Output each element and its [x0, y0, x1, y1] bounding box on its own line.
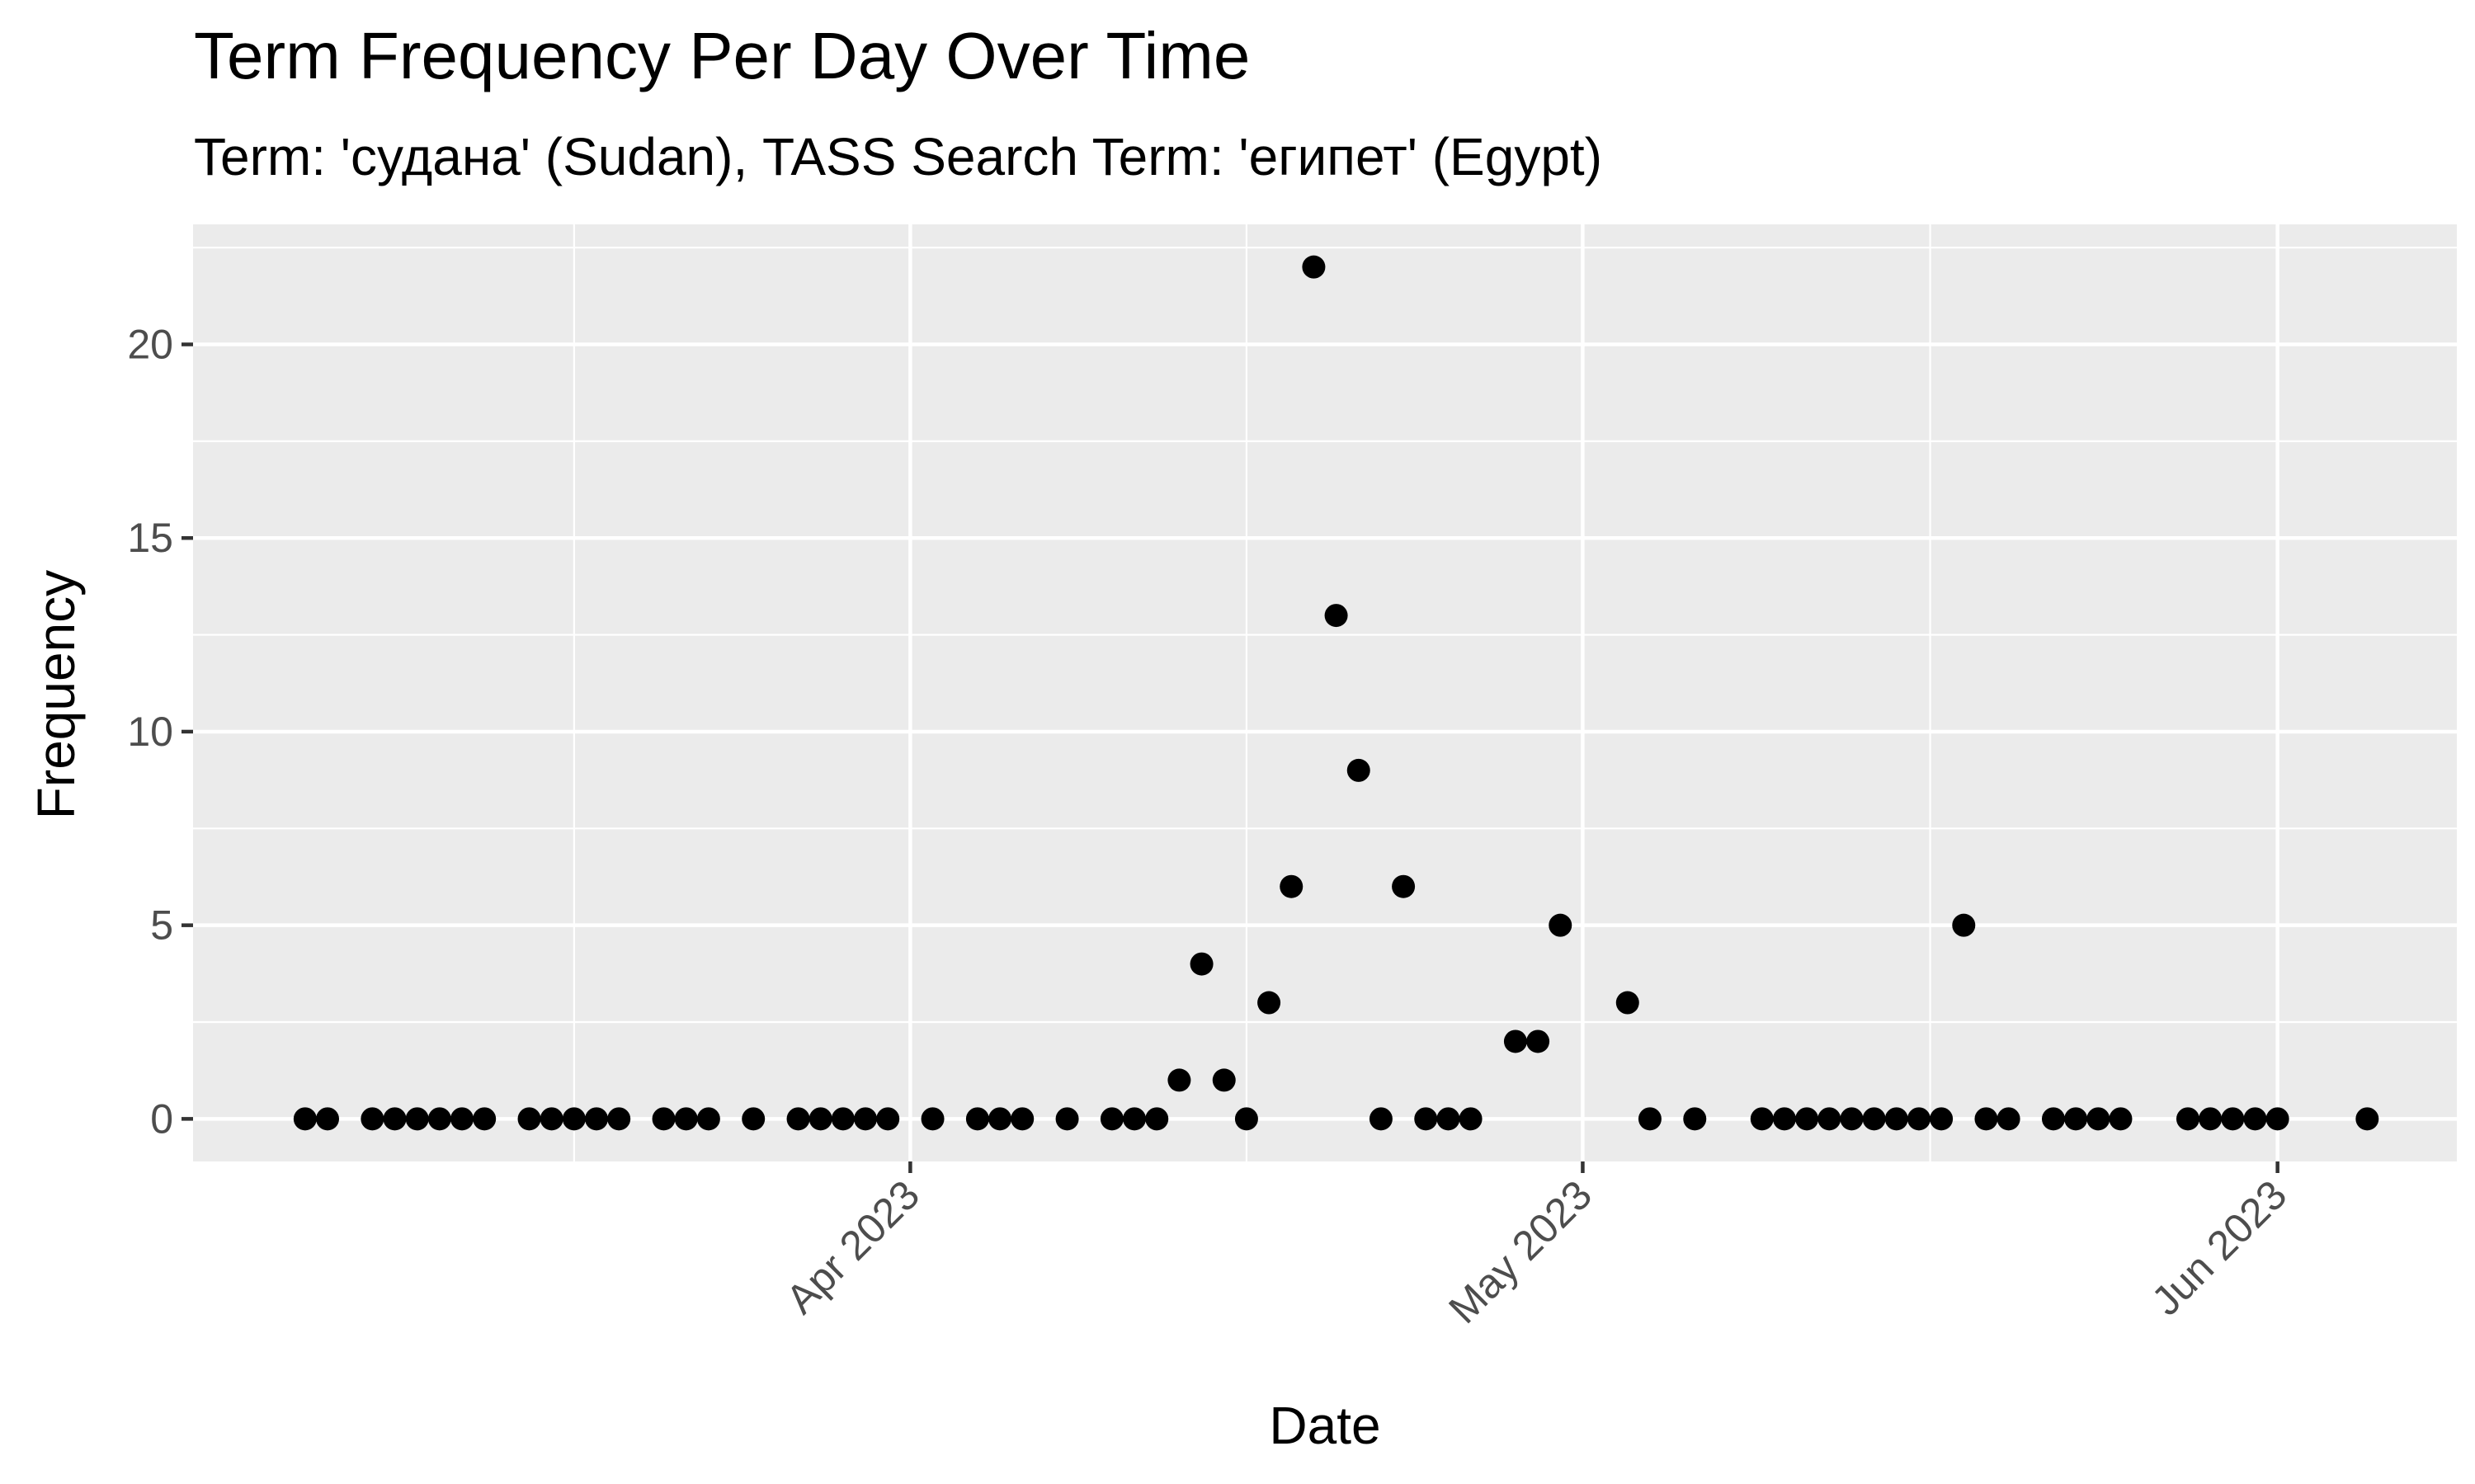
- data-points: [293, 255, 2379, 1131]
- data-point: [808, 1107, 832, 1131]
- data-point: [1862, 1107, 1886, 1131]
- data-point: [607, 1107, 631, 1131]
- y-tick-label: 0: [150, 1095, 173, 1142]
- y-tick-label: 20: [127, 322, 173, 368]
- data-point: [1549, 913, 1572, 937]
- data-point: [1212, 1068, 1236, 1092]
- data-point: [1167, 1068, 1191, 1092]
- data-point: [473, 1107, 497, 1131]
- data-point: [1369, 1107, 1393, 1131]
- data-point: [674, 1107, 698, 1131]
- data-point: [293, 1107, 317, 1131]
- data-point: [1907, 1107, 1930, 1131]
- data-point: [2086, 1107, 2110, 1131]
- data-point: [1414, 1107, 1438, 1131]
- data-point: [540, 1107, 563, 1131]
- x-tick-label: May 2023: [1440, 1171, 1600, 1332]
- data-point: [1436, 1107, 1460, 1131]
- data-point: [2265, 1107, 2289, 1131]
- chart-subtitle: Term: 'судана' (Sudan), TASS Search Term…: [194, 127, 1602, 186]
- data-point: [652, 1107, 676, 1131]
- data-point: [854, 1107, 878, 1131]
- data-point: [1952, 913, 1976, 937]
- y-tick-label: 5: [150, 902, 173, 949]
- data-point: [1392, 874, 1416, 898]
- data-point: [1324, 604, 1348, 628]
- data-point: [965, 1107, 989, 1131]
- data-point: [1055, 1107, 1079, 1131]
- y-tick-label: 15: [127, 515, 173, 561]
- chart-title: Term Frequency Per Day Over Time: [194, 19, 1251, 92]
- data-point: [876, 1107, 900, 1131]
- data-point: [1615, 991, 1639, 1015]
- data-point: [988, 1107, 1012, 1131]
- data-point: [1190, 952, 1214, 976]
- data-point: [1996, 1107, 2020, 1131]
- data-point: [1346, 758, 1370, 782]
- data-point: [383, 1107, 407, 1131]
- data-point: [1302, 255, 1326, 279]
- data-point: [361, 1107, 384, 1131]
- data-point: [1257, 991, 1281, 1015]
- data-point: [1234, 1107, 1258, 1131]
- data-point: [1772, 1107, 1796, 1131]
- data-point: [696, 1107, 720, 1131]
- data-point: [1683, 1107, 1707, 1131]
- data-point: [2355, 1107, 2379, 1131]
- data-point: [1123, 1107, 1147, 1131]
- data-point: [1280, 874, 1304, 898]
- data-point: [2221, 1107, 2245, 1131]
- data-point: [1100, 1107, 1124, 1131]
- data-point: [1145, 1107, 1169, 1131]
- data-point: [2064, 1107, 2088, 1131]
- data-point: [2199, 1107, 2223, 1131]
- y-axis: 0 5 10 15 20: [127, 322, 193, 1142]
- data-point: [562, 1107, 586, 1131]
- data-point: [427, 1107, 451, 1131]
- x-tick-label: Apr 2023: [777, 1171, 928, 1322]
- data-point: [1840, 1107, 1864, 1131]
- data-point: [921, 1107, 945, 1131]
- data-point: [450, 1107, 474, 1131]
- data-point: [1503, 1029, 1527, 1053]
- data-point: [585, 1107, 609, 1131]
- x-axis: Apr 2023 May 2023 Jun 2023: [777, 1161, 2295, 1332]
- data-point: [1795, 1107, 1819, 1131]
- data-point: [831, 1107, 855, 1131]
- data-point: [316, 1107, 340, 1131]
- x-tick-label: Jun 2023: [2143, 1171, 2295, 1324]
- data-point: [1638, 1107, 1662, 1131]
- x-axis-title: Date: [1269, 1396, 1380, 1455]
- data-point: [1817, 1107, 1841, 1131]
- data-point: [786, 1107, 810, 1131]
- y-tick-label: 10: [127, 709, 173, 755]
- minor-gridlines: [193, 224, 2457, 1161]
- data-point: [2109, 1107, 2133, 1131]
- data-point: [1526, 1029, 1550, 1053]
- y-axis-title: Frequency: [26, 570, 86, 819]
- data-point: [405, 1107, 429, 1131]
- data-point: [1884, 1107, 1908, 1131]
- data-point: [2041, 1107, 2065, 1131]
- data-point: [2243, 1107, 2267, 1131]
- data-point: [2176, 1107, 2199, 1131]
- data-point: [742, 1107, 766, 1131]
- data-point: [1011, 1107, 1035, 1131]
- data-point: [1974, 1107, 1998, 1131]
- data-point: [1459, 1107, 1483, 1131]
- data-point: [517, 1107, 541, 1131]
- data-point: [1750, 1107, 1774, 1131]
- plot-panel: [193, 224, 2457, 1161]
- data-point: [1930, 1107, 1954, 1131]
